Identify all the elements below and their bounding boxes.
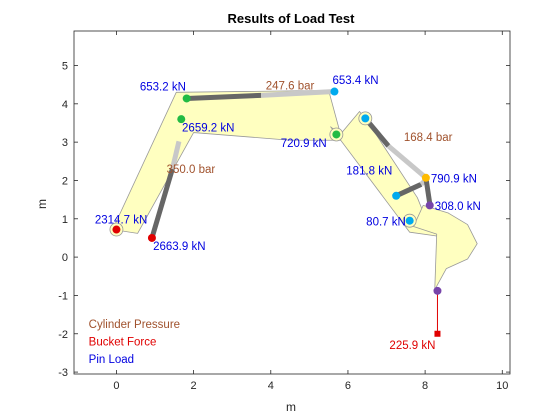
legend-entry-bucket-force: Bucket Force	[89, 337, 157, 349]
y-tick-label--2: -2	[58, 329, 68, 341]
link-a-rod	[395, 182, 423, 199]
link-b-rod	[423, 177, 433, 204]
y-tick-label-2: 2	[62, 175, 68, 187]
y-tick-label--3: -3	[58, 367, 68, 379]
pin-1	[147, 233, 156, 242]
bucket-body	[413, 204, 478, 291]
load-annotations: 247.6 bar 350.0 bar 168.4 bar 653.2 kN 2659.…	[95, 75, 481, 253]
pin-5	[332, 130, 341, 139]
y-tick-label--1: -1	[58, 290, 68, 302]
pin-load-label-11: 308.0 kN	[435, 201, 481, 213]
bucket-force-vector: 225.9 kN	[389, 290, 441, 352]
y-tick-label-5: 5	[62, 60, 68, 72]
x-tick-label-0: 0	[113, 380, 119, 392]
pin-7	[421, 173, 430, 182]
pin-10	[405, 216, 414, 225]
cylinder-pressure-label-1: 350.0 bar	[167, 164, 216, 176]
x-tick-label-2: 2	[191, 380, 197, 392]
x-tick-label-8: 8	[422, 380, 428, 392]
pin-load-label-10: 181.8 kN	[346, 166, 392, 178]
stick-cylinder-barrel	[261, 89, 335, 98]
pin-0	[112, 225, 121, 234]
pin-2	[182, 94, 191, 103]
chart-title: Results of Load Test	[228, 11, 356, 26]
arm-body	[330, 111, 449, 237]
legend: Cylinder Pressure Bucket Force Pin Load	[89, 319, 180, 366]
pin-load-label-7: 2314.7 kN	[95, 214, 147, 226]
lift-cylinder-barrel	[169, 140, 182, 170]
axes: 0 2 4 6 8 10 -3 -2 -1 0 1 2 3 4 5	[58, 31, 510, 392]
x-axis-label: m	[286, 400, 296, 414]
pin-8	[392, 191, 401, 200]
pin-load-label-12: 80.7 kN	[366, 217, 406, 229]
y-axis-label: m	[35, 199, 49, 209]
legend-entry-cylinder-pressure: Cylinder Pressure	[89, 319, 180, 331]
x-tick-label-4: 4	[268, 380, 274, 392]
pin-load-label-4: 2659.2 kN	[182, 122, 234, 134]
pin-11	[433, 286, 442, 295]
y-tick-label-1: 1	[62, 214, 68, 226]
lift-cylinder-rod	[149, 168, 175, 239]
plot-area-frame	[73, 30, 511, 375]
cylinder-pressure-label-0: 247.6 bar	[266, 80, 315, 92]
mechanism-bodies	[112, 90, 478, 291]
pin-load-label-6: 720.9 kN	[281, 138, 327, 150]
pin-load-label-8: 2663.9 kN	[153, 241, 205, 253]
bucket-force-label: 225.9 kN	[389, 340, 435, 352]
pin-markers	[109, 87, 442, 295]
pin-load-label-5: 653.4 kN	[333, 75, 379, 87]
x-tick-label-6: 6	[345, 380, 351, 392]
pin-load-label-3: 653.2 kN	[140, 81, 186, 93]
pin-6	[361, 114, 370, 123]
pin-3	[177, 115, 186, 124]
pin-9	[425, 201, 434, 210]
cylinder-pressure-label-2: 168.4 bar	[404, 132, 453, 144]
bucket-force-marker	[434, 330, 441, 337]
y-tick-label-3: 3	[62, 137, 68, 149]
stick-cylinder-rod	[186, 92, 262, 101]
boom-body	[112, 90, 343, 234]
x-tick-label-10: 10	[496, 380, 508, 392]
pin-load-label-9: 790.9 kN	[431, 173, 477, 185]
pin-4	[330, 87, 339, 96]
y-tick-label-0: 0	[62, 252, 68, 264]
legend-entry-pin-load: Pin Load	[89, 354, 134, 366]
bucket-cylinder-barrel	[386, 144, 428, 180]
y-tick-label-4: 4	[62, 99, 68, 111]
